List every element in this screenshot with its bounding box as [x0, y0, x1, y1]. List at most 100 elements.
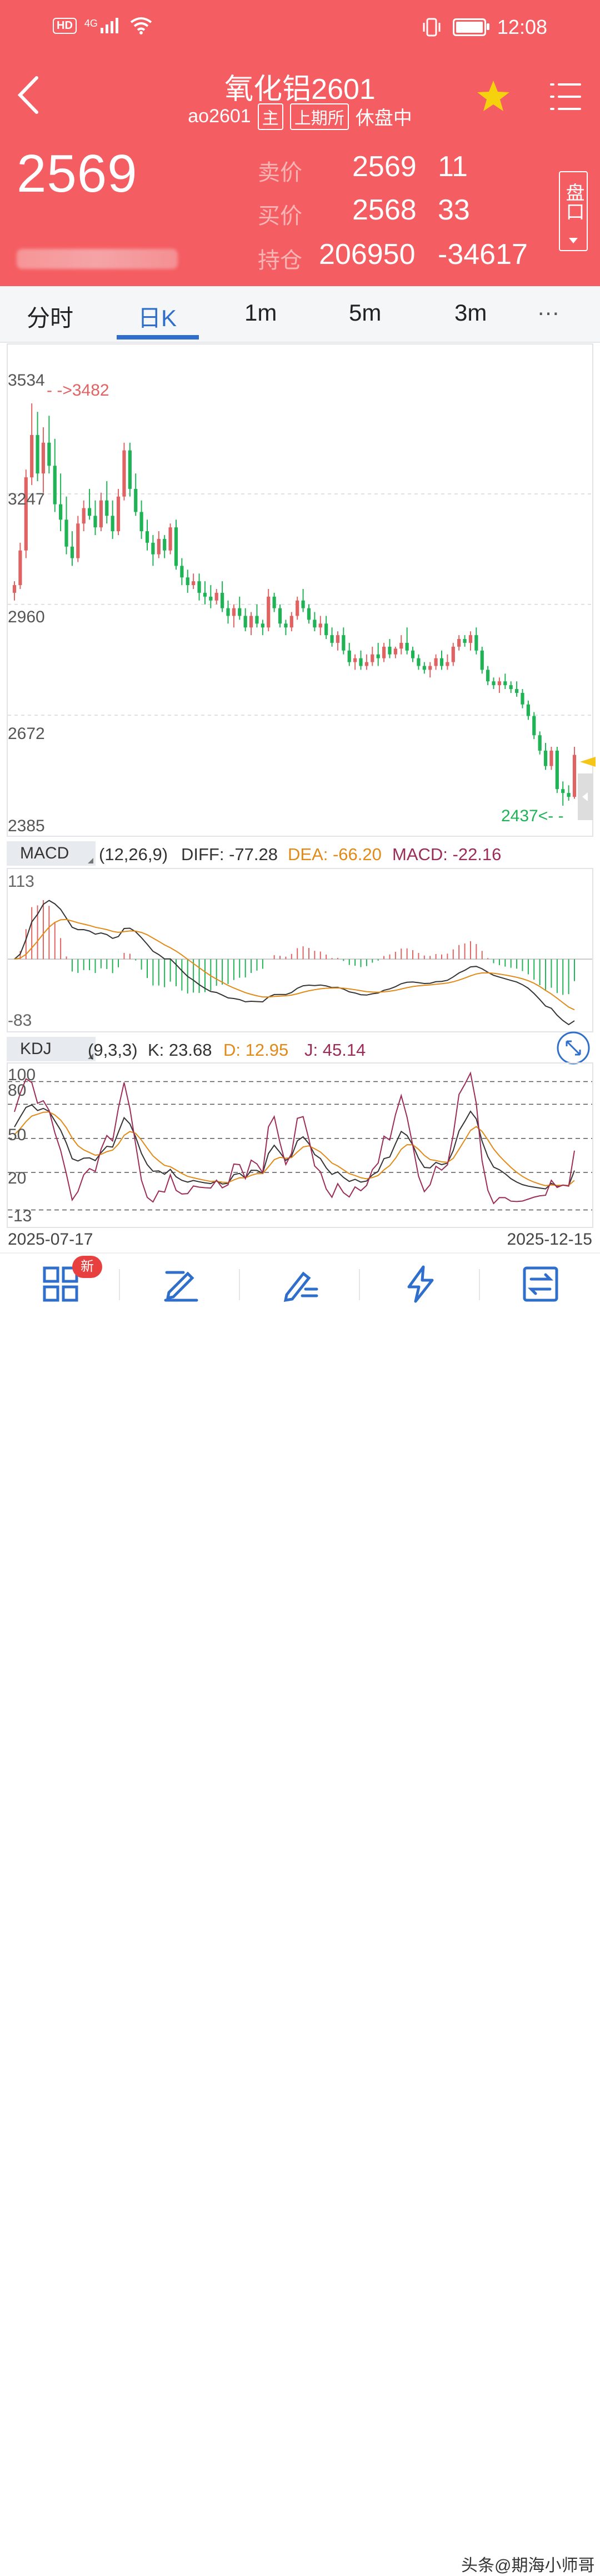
tab-3m[interactable]: 3m	[454, 299, 487, 326]
wifi-icon	[130, 17, 152, 34]
candle	[70, 531, 74, 566]
kdj-j: J: 45.14	[304, 1040, 366, 1060]
candle	[417, 654, 421, 670]
candle	[12, 581, 17, 601]
kdj-chart	[8, 1071, 592, 1211]
candle	[220, 581, 224, 612]
candle	[411, 646, 415, 662]
tab-daily-k[interactable]: 日K	[138, 305, 177, 331]
macd-chart	[8, 900, 592, 1026]
candle	[111, 500, 114, 539]
ask-volume: 11	[438, 151, 468, 183]
candle	[267, 588, 271, 632]
candle	[157, 531, 161, 558]
candle	[301, 588, 305, 612]
order-book-label: 盘口	[563, 183, 584, 221]
candle	[532, 712, 536, 740]
kdj-panel[interactable]	[7, 1062, 593, 1228]
candle	[284, 620, 288, 636]
bid-price: 2568	[352, 194, 417, 226]
candle	[555, 746, 559, 793]
macd-header: MACD (12,26,9) DIFF: -77.28 DEA: -66.20 …	[6, 840, 591, 867]
candle	[439, 650, 444, 670]
candle	[549, 746, 553, 770]
favorite-star-icon[interactable]	[476, 79, 511, 114]
candle	[521, 689, 524, 708]
candle	[232, 604, 236, 628]
candle	[538, 731, 542, 755]
kline-panel[interactable]	[7, 343, 593, 837]
bottom-toolbar: 新 头条@期海小师哥	[0, 1252, 600, 2575]
draw-line-icon[interactable]	[161, 1265, 200, 1304]
macd-params: (12,26,9)	[99, 845, 168, 864]
high-price-label: - ->3482	[47, 381, 109, 400]
candle	[330, 627, 334, 647]
order-book-button[interactable]: 盘口	[559, 171, 588, 251]
hd-badge: HD	[53, 17, 77, 34]
switch-icon[interactable]	[521, 1265, 560, 1304]
y-label-3: 2672	[8, 725, 45, 743]
back-icon[interactable]	[16, 76, 40, 114]
macd-dea: DEA: -66.20	[288, 845, 382, 864]
candle	[82, 500, 86, 532]
low-price-label: 2437<- -	[501, 807, 564, 825]
candle	[324, 616, 328, 640]
candle	[526, 700, 530, 720]
grid-apps-icon[interactable]	[41, 1265, 80, 1304]
candle	[509, 681, 513, 693]
y-label-4: 2385	[8, 817, 45, 835]
tab-1m[interactable]: 1m	[244, 299, 277, 326]
candle	[24, 470, 28, 558]
candle	[255, 604, 259, 628]
kdj-level-20: 20	[8, 1169, 27, 1187]
tab-5m[interactable]: 5m	[349, 299, 382, 326]
candle	[457, 635, 461, 651]
candle	[186, 570, 189, 593]
menu-icon[interactable]	[550, 82, 581, 111]
ask-price: 2569	[352, 151, 417, 183]
watermark: 头条@期海小师哥	[461, 2557, 595, 2575]
expand-icon[interactable]	[556, 1030, 591, 1066]
kdj-k: K: 23.68	[148, 1040, 212, 1060]
scroll-handle[interactable]	[578, 773, 593, 820]
candle	[364, 654, 369, 670]
kdj-selector[interactable]: KDJ	[7, 1037, 96, 1061]
candle	[567, 785, 571, 801]
candle	[249, 612, 253, 636]
candle	[359, 650, 363, 670]
network-type: 4G	[84, 18, 98, 29]
blurred-text	[17, 249, 178, 269]
candle	[174, 520, 178, 570]
kdj-header: KDJ (9,3,3) K: 23.68 D: 12.95 J: 45.14	[6, 1036, 591, 1062]
active-tab-indicator	[117, 335, 199, 340]
bid-volume: 33	[438, 194, 470, 226]
clock: 12:08	[497, 16, 547, 38]
tab-timeshare[interactable]: 分时	[27, 305, 74, 331]
macd-diff: DIFF: -77.28	[181, 845, 278, 864]
candle	[561, 781, 565, 806]
macd-y-max: 113	[8, 872, 34, 891]
kdj-k-line	[14, 1104, 575, 1190]
edit-note-icon[interactable]	[281, 1265, 320, 1304]
candle	[503, 673, 507, 690]
macd-selector[interactable]: MACD	[7, 841, 96, 866]
candle	[446, 654, 449, 670]
candle	[543, 743, 548, 770]
macd-y-min: -83	[8, 1011, 32, 1030]
candle	[434, 654, 438, 670]
candle	[128, 442, 132, 497]
candle	[272, 592, 276, 612]
more-tabs-icon[interactable]: …	[537, 294, 560, 320]
candle	[116, 488, 121, 535]
lightning-icon[interactable]	[401, 1265, 440, 1304]
candle	[87, 488, 92, 520]
start-date: 2025-07-17	[8, 1230, 93, 1249]
kdj-d: D: 12.95	[223, 1040, 289, 1060]
candle	[30, 403, 34, 485]
macd-panel[interactable]	[7, 868, 593, 1032]
nav-divider	[479, 1269, 480, 1300]
signal-icon: 4G	[84, 18, 122, 33]
candle	[53, 438, 57, 512]
nav-divider	[119, 1269, 120, 1300]
candle	[451, 642, 455, 666]
